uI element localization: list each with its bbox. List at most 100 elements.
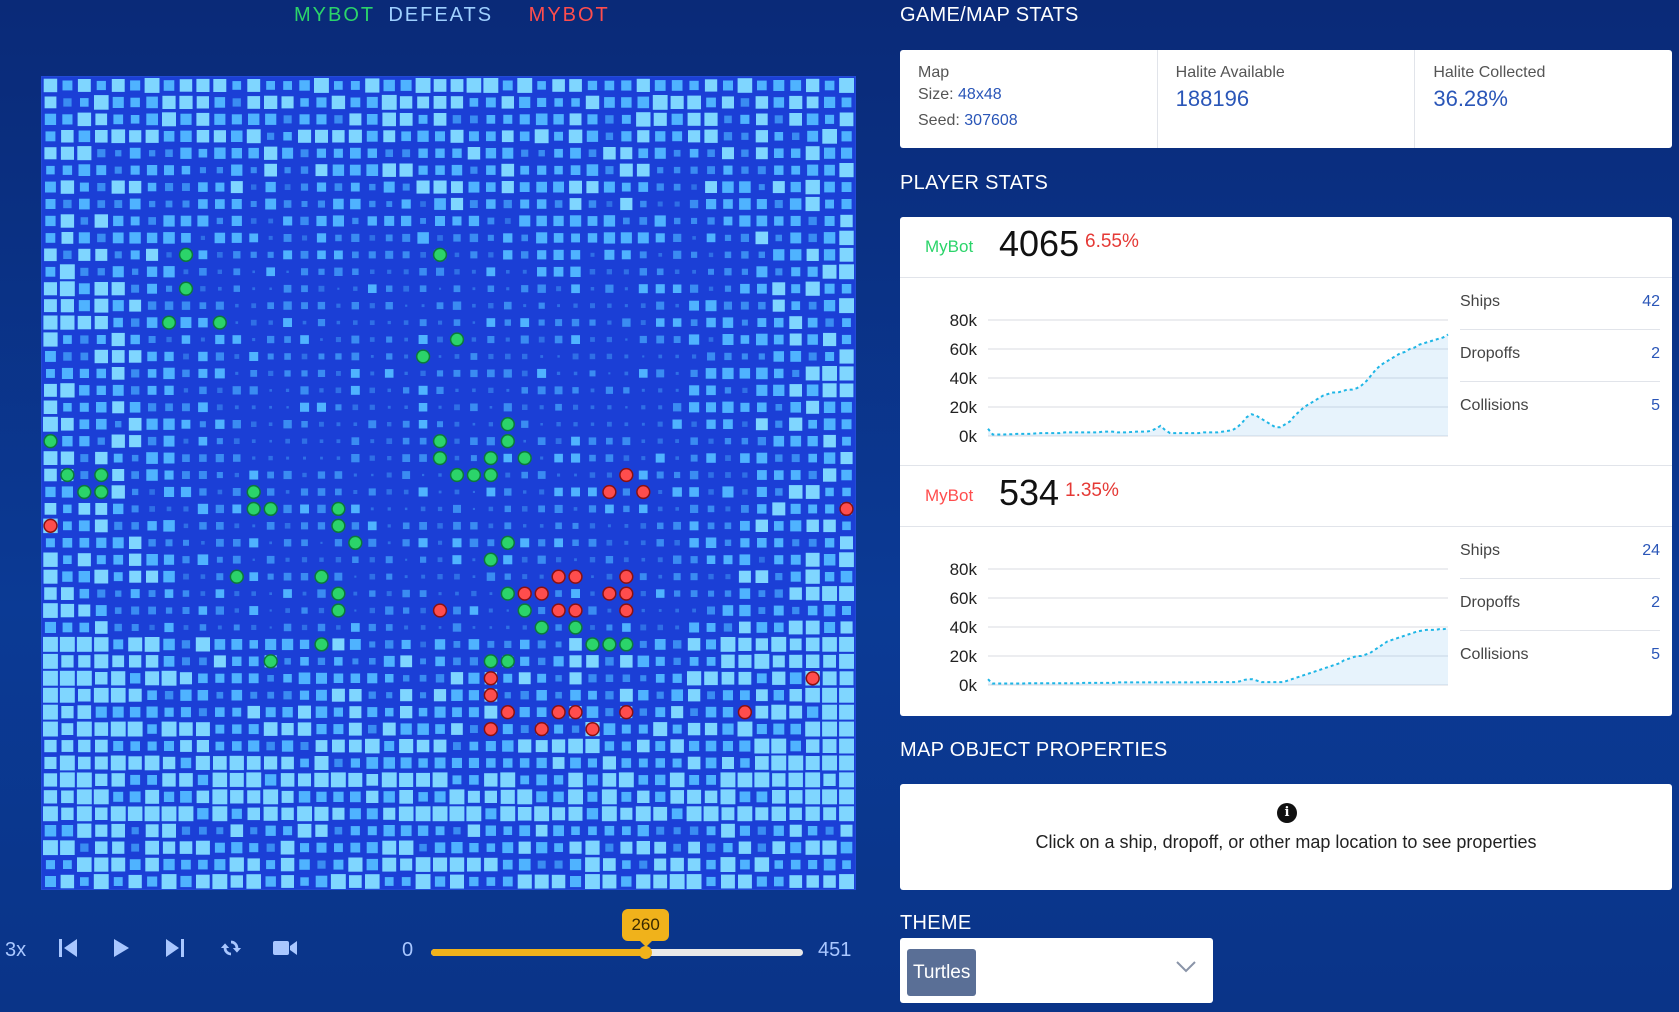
- halite-cell[interactable]: [249, 470, 259, 480]
- halite-cell[interactable]: [469, 606, 479, 615]
- player1-ship[interactable]: [534, 620, 549, 635]
- halite-cell[interactable]: [754, 857, 770, 872]
- halite-cell[interactable]: [672, 673, 682, 683]
- halite-cell[interactable]: [369, 455, 375, 461]
- halite-cell[interactable]: [489, 406, 493, 409]
- halite-cell[interactable]: [553, 114, 564, 125]
- halite-cell[interactable]: [572, 387, 579, 394]
- halite-cell[interactable]: [825, 199, 834, 209]
- halite-cell[interactable]: [399, 96, 413, 109]
- halite-cell[interactable]: [166, 506, 172, 512]
- halite-cell[interactable]: [589, 370, 596, 377]
- halite-cell[interactable]: [721, 671, 735, 685]
- halite-cell[interactable]: [839, 112, 854, 127]
- halite-cell[interactable]: [61, 807, 74, 820]
- player1-ship[interactable]: [178, 281, 194, 296]
- halite-cell[interactable]: [571, 436, 580, 446]
- player1-ship[interactable]: [619, 637, 634, 652]
- halite-cell[interactable]: [536, 181, 547, 193]
- halite-cell[interactable]: [450, 129, 464, 143]
- halite-cell[interactable]: [620, 841, 633, 854]
- halite-cell[interactable]: [283, 691, 292, 700]
- halite-cell[interactable]: [79, 419, 90, 430]
- halite-cell[interactable]: [437, 523, 443, 529]
- halite-cell[interactable]: [789, 587, 802, 600]
- halite-cell[interactable]: [741, 268, 748, 275]
- halite-cell[interactable]: [146, 165, 158, 176]
- halite-cell[interactable]: [554, 538, 563, 548]
- halite-cell[interactable]: [519, 215, 531, 227]
- halite-cell[interactable]: [147, 690, 157, 700]
- halite-cell[interactable]: [420, 607, 426, 614]
- halite-cell[interactable]: [79, 198, 90, 210]
- player1-ship[interactable]: [314, 637, 329, 652]
- halite-cell[interactable]: [146, 266, 158, 277]
- halite-cell[interactable]: [162, 773, 176, 787]
- halite-cell[interactable]: [45, 860, 55, 870]
- halite-cell[interactable]: [453, 319, 461, 326]
- halite-cell[interactable]: [672, 318, 682, 327]
- halite-cell[interactable]: [485, 741, 496, 752]
- halite-cell[interactable]: [506, 609, 509, 612]
- halite-cell[interactable]: [755, 418, 768, 431]
- halite-cell[interactable]: [722, 367, 734, 380]
- halite-cell[interactable]: [505, 472, 511, 478]
- halite-cell[interactable]: [146, 452, 158, 464]
- halite-cell[interactable]: [756, 876, 767, 887]
- halite-cell[interactable]: [637, 130, 650, 143]
- halite-cell[interactable]: [636, 163, 650, 177]
- halite-cell[interactable]: [198, 199, 208, 209]
- halite-cell[interactable]: [504, 692, 511, 699]
- halite-cell[interactable]: [624, 354, 629, 359]
- halite-cell[interactable]: [352, 251, 359, 259]
- halite-cell[interactable]: [790, 435, 802, 447]
- halite-cell[interactable]: [622, 674, 631, 683]
- halite-cell[interactable]: [487, 336, 495, 344]
- halite-cell[interactable]: [523, 304, 527, 308]
- halite-cell[interactable]: [43, 552, 58, 567]
- halite-cell[interactable]: [805, 789, 821, 805]
- halite-cell[interactable]: [94, 857, 109, 872]
- halite-cell[interactable]: [687, 789, 702, 804]
- halite-cell[interactable]: [555, 438, 562, 444]
- halite-cell[interactable]: [772, 299, 785, 312]
- halite-cell[interactable]: [486, 572, 496, 581]
- halite-cell[interactable]: [366, 858, 378, 871]
- halite-cell[interactable]: [166, 252, 172, 258]
- halite-cell[interactable]: [840, 824, 853, 837]
- halite-cell[interactable]: [621, 876, 632, 887]
- halite-cell[interactable]: [197, 215, 209, 227]
- halite-cell[interactable]: [333, 673, 344, 684]
- halite-cell[interactable]: [403, 269, 409, 275]
- halite-cell[interactable]: [469, 876, 479, 887]
- halite-cell[interactable]: [348, 857, 363, 872]
- halite-cell[interactable]: [96, 165, 107, 176]
- halite-cell[interactable]: [587, 114, 598, 125]
- halite-cell[interactable]: [269, 541, 272, 545]
- halite-cell[interactable]: [97, 589, 106, 598]
- halite-cell[interactable]: [164, 707, 174, 717]
- halite-cell[interactable]: [417, 723, 429, 735]
- halite-cell[interactable]: [657, 421, 663, 427]
- halite-cell[interactable]: [60, 180, 75, 194]
- halite-cell[interactable]: [130, 165, 140, 175]
- halite-cell[interactable]: [212, 789, 228, 805]
- halite-cell[interactable]: [590, 625, 595, 630]
- halite-cell[interactable]: [370, 439, 375, 444]
- halite-cell[interactable]: [539, 574, 544, 579]
- halite-cell[interactable]: [436, 386, 444, 394]
- halite-cell[interactable]: [755, 147, 768, 160]
- halite-cell[interactable]: [604, 97, 615, 108]
- halite-cell[interactable]: [469, 741, 479, 751]
- halite-cell[interactable]: [96, 335, 106, 344]
- halite-cell[interactable]: [690, 708, 698, 716]
- halite-cell[interactable]: [692, 354, 697, 359]
- halite-cell[interactable]: [721, 823, 735, 838]
- halite-cell[interactable]: [198, 148, 208, 158]
- halite-cell[interactable]: [689, 402, 700, 413]
- halite-cell[interactable]: [502, 842, 514, 854]
- halite-cell[interactable]: [687, 858, 701, 871]
- halite-cell[interactable]: [319, 557, 324, 562]
- halite-cell[interactable]: [742, 489, 748, 495]
- halite-cell[interactable]: [265, 825, 276, 836]
